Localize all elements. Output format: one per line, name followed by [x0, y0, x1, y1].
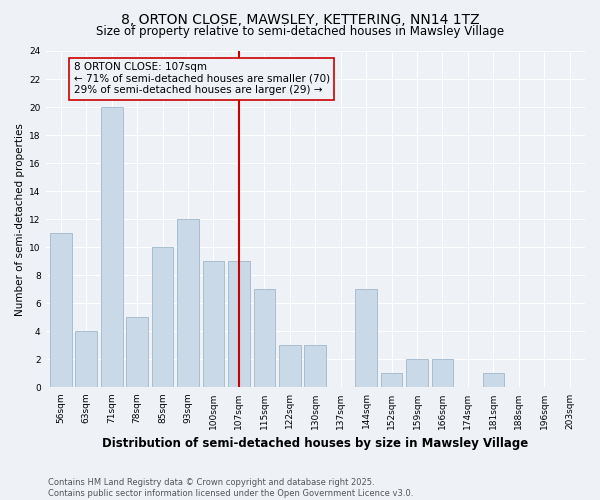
- Bar: [50, 233, 71, 388]
- Bar: [228, 262, 250, 388]
- Bar: [76, 332, 97, 388]
- Y-axis label: Number of semi-detached properties: Number of semi-detached properties: [15, 123, 25, 316]
- Bar: [101, 107, 122, 388]
- X-axis label: Distribution of semi-detached houses by size in Mawsley Village: Distribution of semi-detached houses by …: [102, 437, 529, 450]
- Text: Contains HM Land Registry data © Crown copyright and database right 2025.
Contai: Contains HM Land Registry data © Crown c…: [48, 478, 413, 498]
- Bar: [177, 219, 199, 388]
- Bar: [482, 374, 504, 388]
- Bar: [431, 360, 454, 388]
- Bar: [381, 374, 403, 388]
- Text: 8, ORTON CLOSE, MAWSLEY, KETTERING, NN14 1TZ: 8, ORTON CLOSE, MAWSLEY, KETTERING, NN14…: [121, 12, 479, 26]
- Bar: [279, 346, 301, 388]
- Text: 8 ORTON CLOSE: 107sqm
← 71% of semi-detached houses are smaller (70)
29% of semi: 8 ORTON CLOSE: 107sqm ← 71% of semi-deta…: [74, 62, 329, 96]
- Bar: [254, 290, 275, 388]
- Bar: [203, 262, 224, 388]
- Bar: [152, 248, 173, 388]
- Bar: [355, 290, 377, 388]
- Text: Size of property relative to semi-detached houses in Mawsley Village: Size of property relative to semi-detach…: [96, 25, 504, 38]
- Bar: [127, 318, 148, 388]
- Bar: [406, 360, 428, 388]
- Bar: [304, 346, 326, 388]
